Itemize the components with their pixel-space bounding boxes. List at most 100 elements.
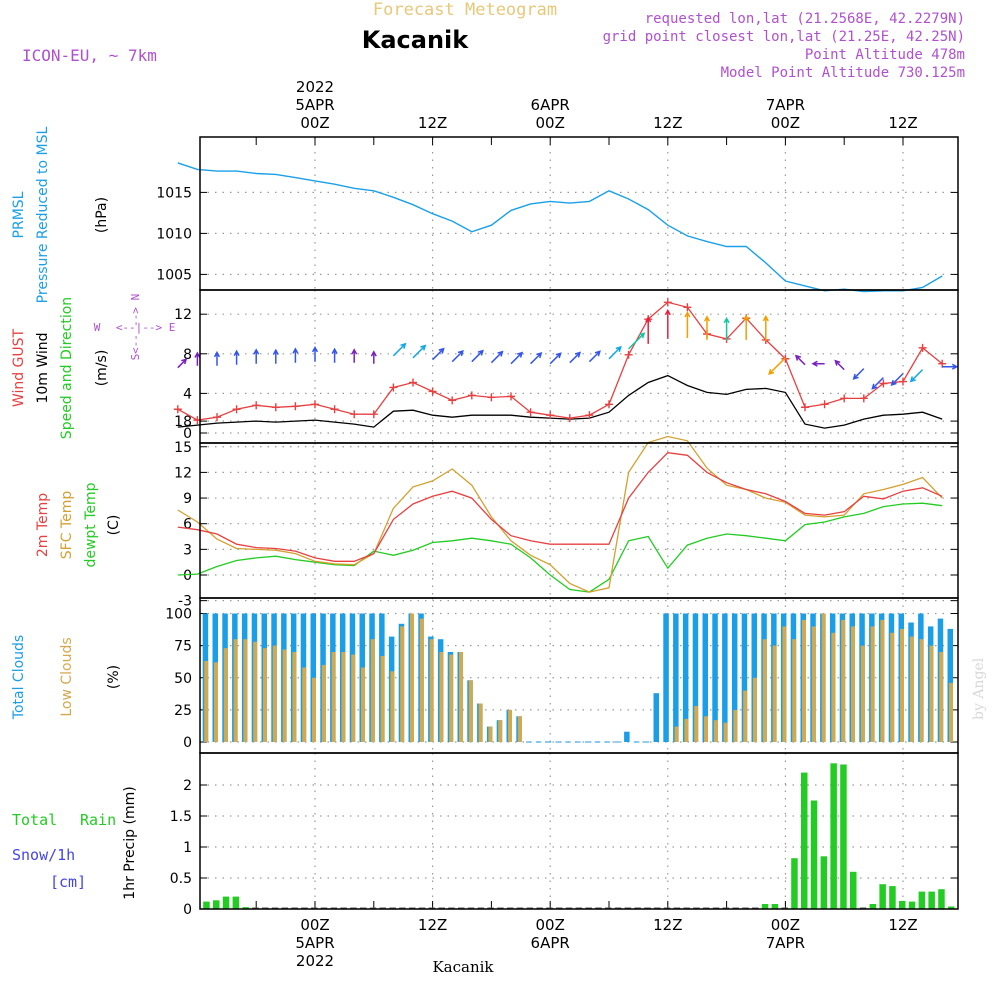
gust-marker xyxy=(507,392,515,401)
gust-marker xyxy=(624,350,633,359)
wind-direction-arrow xyxy=(451,349,464,363)
wind-direction-arrow xyxy=(177,358,188,369)
rain-bar xyxy=(213,900,220,909)
total-cloud-bar xyxy=(731,613,738,742)
y-tick-label: 1010 xyxy=(156,226,192,242)
cloud-label-b: Low Clouds xyxy=(59,637,75,716)
low-cloud-bar xyxy=(762,639,767,742)
rain-bar xyxy=(889,886,896,909)
top-time-label: 7APR xyxy=(766,96,805,114)
y-tick-label: 1005 xyxy=(156,267,192,283)
low-cloud-bar xyxy=(919,639,924,742)
low-cloud-bar xyxy=(204,661,209,742)
gust-marker xyxy=(820,400,829,409)
compass-s-arrow: <-- xyxy=(129,334,142,354)
low-cloud-bar xyxy=(929,645,934,742)
total-cloud-bar xyxy=(310,613,316,742)
low-cloud-bar xyxy=(390,671,395,742)
low-cloud-bar xyxy=(860,645,865,742)
precip-label-a: Total xyxy=(12,811,57,829)
low-cloud-bar xyxy=(713,720,718,742)
total-cloud-bar xyxy=(702,613,708,742)
dewpt-line xyxy=(177,502,943,593)
low-cloud-bar xyxy=(949,682,953,742)
low-cloud-bar xyxy=(243,639,248,742)
temp-labels: 2m Temp SFC Temp dewpt Temp (C) xyxy=(35,482,122,567)
gust-marker xyxy=(173,405,182,414)
rain-bar xyxy=(928,891,935,909)
low-cloud-bar xyxy=(321,664,326,742)
low-cloud-bar xyxy=(694,706,699,742)
wind-gust-line xyxy=(177,301,943,421)
low-cloud-bar xyxy=(723,722,728,742)
y-tick-label: 12 xyxy=(174,465,192,481)
gust-marker xyxy=(663,298,672,307)
low-cloud-bar xyxy=(292,652,297,742)
low-cloud-bar xyxy=(743,690,748,742)
total-cloud-bar xyxy=(663,613,669,742)
low-cloud-bar xyxy=(851,626,855,742)
gust-marker xyxy=(565,414,574,423)
total-cloud-bar xyxy=(682,613,689,742)
rain-bar xyxy=(810,800,818,909)
total-cloud-bar xyxy=(751,613,757,742)
low-cloud-bar xyxy=(821,613,826,742)
total-cloud-bar xyxy=(692,613,699,742)
low-cloud-bar xyxy=(939,652,944,742)
low-cloud-bar xyxy=(312,677,316,743)
gust-marker xyxy=(448,396,457,405)
cloud-label-a: Total Clouds xyxy=(11,635,27,720)
top-time-label: 00Z xyxy=(536,114,565,132)
cloud-labels: Total Clouds Low Clouds (%) xyxy=(11,635,122,720)
low-cloud-bar xyxy=(351,654,356,742)
y-tick-label: 100 xyxy=(165,607,192,623)
gust-marker xyxy=(487,393,496,402)
low-cloud-bar xyxy=(517,716,522,742)
y-tick-label: 1015 xyxy=(156,185,192,201)
bottom-time-label: 00Z xyxy=(536,916,565,934)
wind-direction-arrow xyxy=(432,347,445,361)
panel-0: 1005 1010 1015 xyxy=(156,137,958,290)
y-tick-label: 6 xyxy=(183,517,192,533)
low-cloud-bar xyxy=(439,652,444,742)
wind-direction-arrow xyxy=(628,332,646,350)
top-time-label: 12Z xyxy=(888,114,917,132)
rain-bar xyxy=(771,904,779,909)
low-cloud-bar xyxy=(449,654,454,742)
compass-s: S xyxy=(129,354,142,361)
bottom-time-label: 12Z xyxy=(888,916,917,934)
gust-marker xyxy=(330,405,339,414)
gust-marker xyxy=(291,402,300,411)
wind-direction-arrow xyxy=(530,351,543,365)
gust-marker xyxy=(859,394,868,403)
top-time-label: 2022 xyxy=(296,78,334,96)
wind-direction-arrow xyxy=(233,349,240,365)
low-cloud-bar xyxy=(831,632,836,742)
wind-direction-arrow xyxy=(834,359,845,371)
top-time-label: 00Z xyxy=(771,114,800,132)
y-tick-label: 9 xyxy=(183,491,192,507)
wind-direction-arrow xyxy=(370,350,377,364)
rain-bar xyxy=(830,763,837,909)
gust-marker xyxy=(232,405,241,414)
precip-label-b2: [cm] xyxy=(50,873,86,891)
y-tick-label: 15 xyxy=(174,440,192,456)
rain-bar xyxy=(908,901,916,909)
wind-direction-arrow xyxy=(331,347,338,363)
gust-marker xyxy=(389,383,398,392)
precip-labels: Total Rain Snow/1h [cm] 1hr Precip (mm) xyxy=(12,786,138,899)
wind-label-b: 10m Wind xyxy=(35,332,51,403)
location-title: Kacanik xyxy=(362,26,470,54)
bottom-time-label: 7APR xyxy=(766,934,805,952)
bottom-time-label: 6APR xyxy=(531,934,570,952)
low-cloud-bar xyxy=(900,628,904,742)
low-cloud-bar xyxy=(684,718,689,742)
rain-bar xyxy=(850,871,857,909)
gust-marker xyxy=(526,408,535,417)
rain-bar xyxy=(222,896,230,909)
rain-bar xyxy=(938,889,945,909)
top-time-label: 12Z xyxy=(653,114,682,132)
temp-unit: (C) xyxy=(106,515,122,536)
y-tick-label: 3 xyxy=(183,542,192,558)
gust-marker xyxy=(801,403,809,412)
